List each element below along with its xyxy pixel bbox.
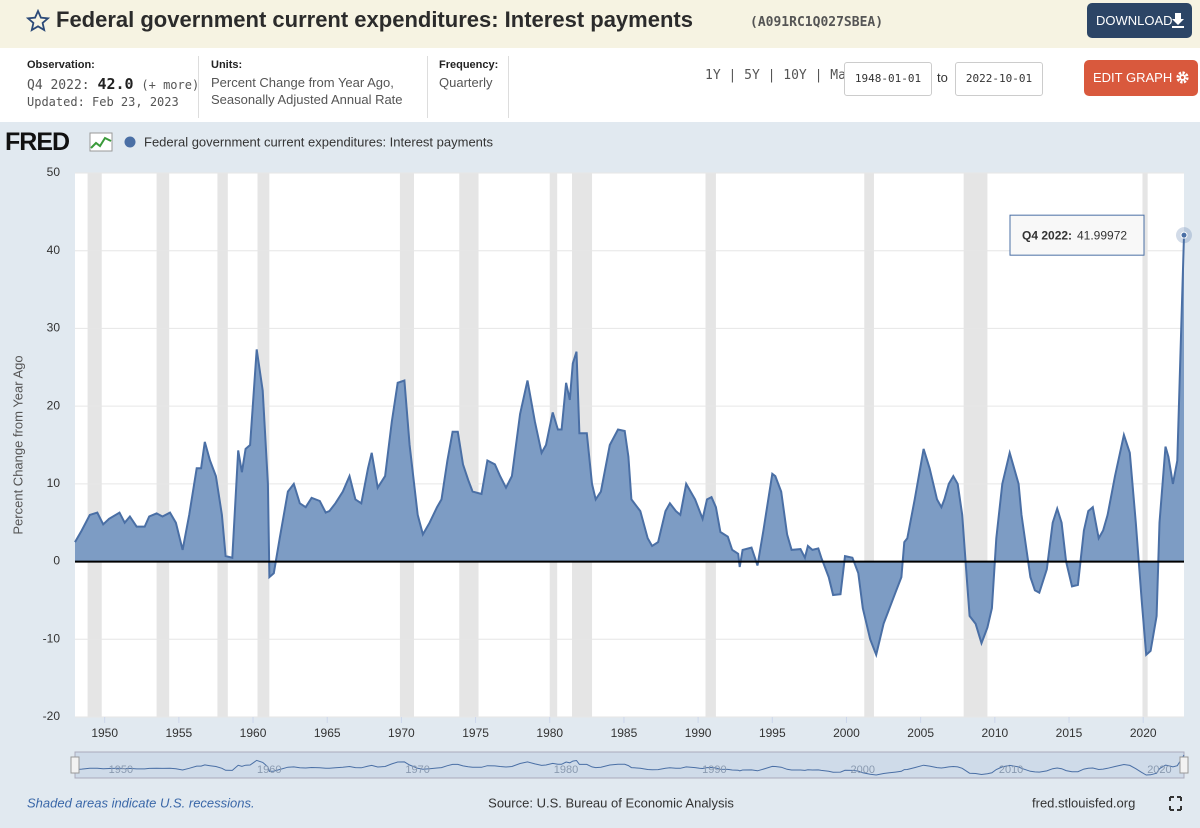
edit-graph-label: EDIT GRAPH [1093, 70, 1173, 85]
series-line [74, 235, 1185, 659]
start-date[interactable]: 1948-01-01 [844, 62, 932, 96]
download-icon [1172, 13, 1184, 28]
fred-logo: FRED [5, 128, 70, 156]
navigator-bg [74, 751, 1185, 779]
edit-graph-button[interactable]: EDIT GRAPH [1084, 60, 1198, 96]
updated: Updated: Feb 23, 2023 [27, 95, 179, 109]
x-tick-label: 2010 [981, 726, 1008, 740]
navigator-label: 1990 [702, 764, 726, 776]
observation-label: Observation: [27, 59, 95, 71]
x-tick-label: 1950 [91, 726, 118, 740]
legend-label: Federal government current expenditures:… [144, 134, 494, 149]
x-tick-label: 1990 [685, 726, 712, 740]
info-bar: Observation: Q4 2022: 42.0 (+ more) Upda… [0, 48, 1200, 122]
separator [508, 56, 509, 118]
fullscreen-icon[interactable] [1169, 796, 1182, 811]
end-date[interactable]: 2022-10-01 [955, 62, 1043, 96]
x-tick-label: 2020 [1130, 726, 1157, 740]
y-tick-label: 20 [47, 398, 61, 412]
x-tick-label: 1955 [166, 726, 193, 740]
legend-marker [124, 136, 136, 148]
chart: Federal government current expenditures:… [10, 134, 1192, 811]
x-tick-label: 1970 [388, 726, 415, 740]
x-tick-label: 1995 [759, 726, 786, 740]
x-tick-label: 1965 [314, 726, 341, 740]
recession-band [87, 173, 102, 717]
x-tick-label: 2005 [907, 726, 934, 740]
y-axis-label: Percent Change from Year Ago [10, 355, 25, 534]
page-title: Federal government current expenditures:… [56, 7, 693, 32]
recession-band [459, 173, 479, 717]
frequency-label: Frequency: [439, 59, 499, 71]
navigator-series [74, 754, 1185, 776]
tooltip-box [1009, 214, 1145, 256]
tooltip-label: Q4 2022: [1022, 228, 1072, 242]
y-tick-label: 40 [47, 243, 61, 257]
x-tick-label: 2015 [1056, 726, 1083, 740]
navigator-handle[interactable] [1179, 756, 1189, 774]
header: Federal government current expenditures:… [0, 0, 1200, 48]
navigator-label: 1960 [257, 764, 281, 776]
series-id: (A091RC1Q027SBEA) [750, 15, 884, 30]
y-tick-label: 30 [47, 321, 61, 335]
range-button[interactable]: 1Y [705, 68, 721, 83]
area-fill [75, 235, 1184, 655]
navigator-label: 2010 [999, 764, 1023, 776]
range-button[interactable]: 5Y [744, 68, 760, 83]
observation-period: Q4 2022: [27, 78, 90, 93]
gear-icon [1176, 71, 1189, 84]
navigator-handle[interactable] [70, 756, 80, 774]
observation-value: 42.0 [97, 75, 134, 93]
frequency: Quarterly [439, 75, 493, 90]
recession-band [217, 173, 228, 717]
download-label: DOWNLOAD [1096, 13, 1173, 28]
x-tick-label: 1960 [240, 726, 267, 740]
download-button[interactable]: DOWNLOAD [1087, 3, 1192, 38]
recession-band [864, 173, 874, 717]
logo-icon [89, 132, 113, 152]
y-tick-label: 50 [47, 165, 61, 179]
favorite-star[interactable] [26, 9, 50, 33]
tooltip: Q4 2022: 41.99972 [1009, 214, 1145, 256]
x-tick-label: 2000 [833, 726, 860, 740]
recession-band [705, 173, 716, 717]
range-buttons: 1Y | 5Y | 10Y | Max [705, 68, 854, 83]
y-tick-label: -10 [43, 631, 61, 645]
separator [427, 56, 428, 118]
hover-point [1180, 231, 1188, 239]
more-link[interactable]: (+ more) [141, 78, 200, 92]
separator [198, 56, 199, 118]
range-button[interactable]: 10Y [783, 68, 807, 83]
navigator-label: 1980 [554, 764, 578, 776]
tooltip-value: 41.99972 [1077, 228, 1127, 242]
x-tick-label: 1980 [536, 726, 563, 740]
x-tick-label: 1985 [611, 726, 638, 740]
navigator-label: 2000 [850, 764, 874, 776]
recession-band [1142, 173, 1148, 717]
recession-band [156, 173, 170, 717]
units: Percent Change from Year Ago, [211, 75, 394, 90]
x-tick-label: 1975 [462, 726, 489, 740]
footer-site: fred.stlouisfed.org [1032, 795, 1135, 810]
y-tick-label: -20 [43, 709, 61, 723]
y-tick-label: 10 [47, 476, 61, 490]
to-label: to [937, 70, 948, 85]
units: Seasonally Adjusted Annual Rate [211, 92, 403, 107]
navigator-label: 1970 [405, 764, 429, 776]
units-label: Units: [211, 59, 243, 71]
navigator-label: 2020 [1147, 764, 1171, 776]
footer-source: Source: U.S. Bureau of Economic Analysis [488, 795, 734, 810]
navigator-label: 1950 [109, 764, 133, 776]
footer-note: Shaded areas indicate U.S. recessions. [27, 795, 255, 810]
y-tick-label: 0 [53, 554, 60, 568]
